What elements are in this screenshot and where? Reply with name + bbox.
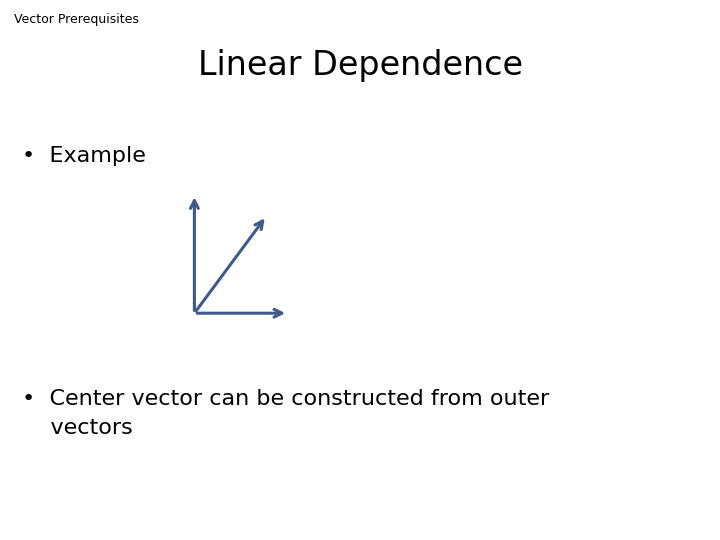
Text: •  Center vector can be constructed from outer
    vectors: • Center vector can be constructed from … bbox=[22, 389, 549, 438]
Text: •  Example: • Example bbox=[22, 146, 145, 166]
Text: Linear Dependence: Linear Dependence bbox=[197, 49, 523, 82]
Text: Vector Prerequisites: Vector Prerequisites bbox=[14, 14, 139, 26]
